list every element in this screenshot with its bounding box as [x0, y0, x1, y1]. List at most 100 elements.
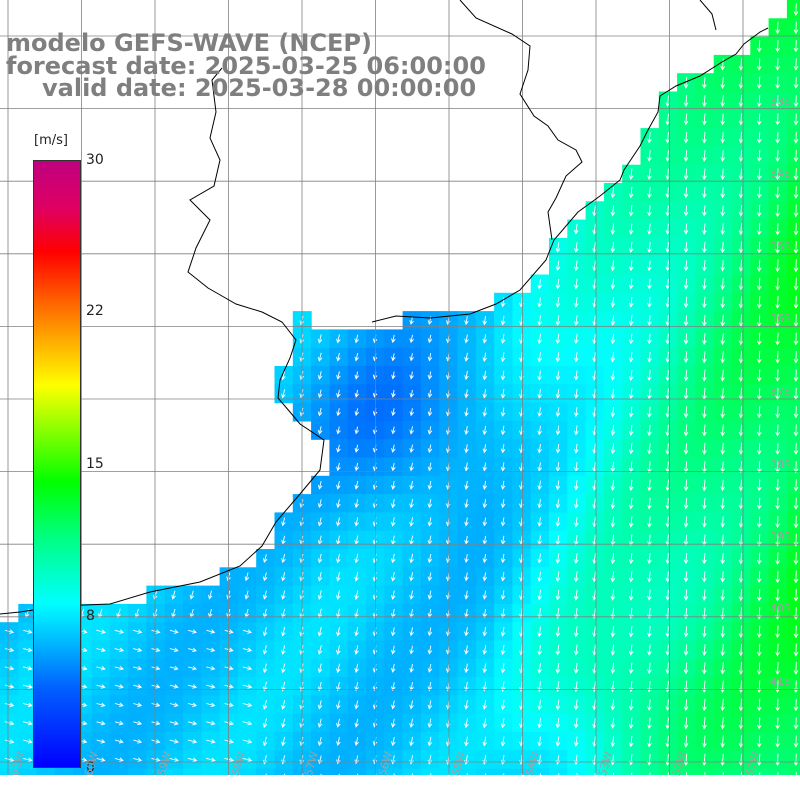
wind-arrow: [573, 571, 579, 583]
wind-arrow: [464, 371, 469, 381]
wind-cell: [786, 494, 800, 513]
wind-arrow: [482, 334, 488, 344]
wind-arrow: [775, 570, 780, 584]
wind-arrow: [756, 717, 762, 730]
wind-arrow: [793, 58, 799, 71]
wind-arrow: [133, 647, 143, 653]
wind-arrow: [391, 444, 396, 453]
wind-arrow: [281, 553, 286, 564]
wind-arrow: [756, 753, 762, 767]
wind-arrow: [683, 534, 689, 546]
wind-arrow: [336, 426, 341, 435]
wind-arrow: [171, 590, 176, 600]
wind-arrow: [336, 645, 341, 655]
wind-arrow: [482, 572, 488, 582]
wind-arrow: [610, 352, 616, 363]
wind-cell: [457, 768, 477, 775]
wind-arrow: [628, 352, 634, 363]
wind-arrow: [281, 645, 286, 655]
wind-arrow: [738, 625, 744, 639]
wind-arrow: [647, 644, 652, 656]
wind-arrow: [23, 776, 32, 780]
wind-arrow: [775, 698, 780, 712]
wind-arrow: [573, 589, 579, 601]
wind-arrow: [683, 186, 689, 199]
wind-arrow: [683, 753, 689, 767]
wind-arrow: [610, 315, 616, 326]
wind-arrow: [738, 168, 744, 181]
wind-arrow: [628, 571, 634, 583]
wind-arrow: [702, 351, 707, 364]
wind-arrow: [628, 534, 634, 547]
wind-arrow: [610, 516, 616, 528]
wind-arrow: [573, 662, 579, 674]
wind-arrow: [500, 462, 506, 472]
wind-arrow: [738, 259, 744, 272]
wind-arrow: [464, 517, 469, 527]
wind-arrow: [793, 131, 799, 144]
wind-arrow: [756, 204, 762, 217]
wind-arrow: [573, 443, 579, 454]
wind-arrow: [391, 426, 396, 435]
wind-arrow: [336, 737, 341, 747]
wind-arrow: [393, 773, 395, 775]
wind-arrow: [738, 296, 744, 309]
wind-arrow: [775, 186, 780, 199]
wind-arrow: [169, 629, 179, 634]
wind-arrow: [336, 499, 341, 509]
wind-arrow: [500, 736, 506, 747]
wind-arrow: [281, 389, 286, 399]
wind-arrow: [610, 186, 616, 199]
wind-arrow: [702, 186, 707, 199]
wind-arrow: [482, 444, 488, 454]
wind-arrow: [391, 645, 396, 655]
wind-arrow: [573, 407, 579, 418]
wind-arrow: [793, 186, 799, 199]
wind-arrow: [738, 406, 744, 419]
wind-arrow: [665, 626, 671, 638]
wind-arrow: [500, 663, 506, 674]
wind-arrow: [610, 662, 616, 675]
wind-arrow: [775, 643, 780, 657]
wind-arrow: [409, 371, 414, 380]
wind-arrow: [683, 571, 689, 583]
wind-arrow: [464, 554, 469, 564]
wind-arrow: [647, 315, 652, 327]
wind-arrow: [336, 371, 341, 380]
wind-arrow: [628, 205, 634, 217]
wind-arrow: [409, 645, 414, 655]
wind-arrow: [759, 772, 761, 775]
wind-arrow: [573, 242, 579, 253]
wind-arrow: [169, 739, 179, 744]
wind-arrow: [336, 462, 341, 472]
wind-arrow: [336, 608, 341, 619]
wind-arrow: [500, 626, 506, 637]
wind-arrow: [756, 516, 762, 528]
wind-arrow: [482, 608, 488, 619]
wind-arrow: [482, 718, 488, 729]
wind-arrow: [317, 645, 323, 655]
wind-arrow: [702, 205, 707, 217]
wind-arrow: [427, 627, 433, 637]
wind-arrow: [683, 424, 689, 437]
wind-arrow: [686, 772, 688, 775]
wind-arrow: [665, 699, 671, 711]
wind-arrow: [683, 442, 689, 455]
wind-arrow: [354, 499, 359, 509]
wind-arrow: [573, 278, 579, 290]
wind-arrow: [555, 315, 561, 326]
wind-arrow: [793, 515, 799, 529]
wind-arrow: [537, 589, 542, 601]
wind-cell: [786, 732, 800, 751]
wind-arrow: [537, 699, 542, 711]
wind-arrow: [683, 461, 689, 474]
wind-arrow: [464, 590, 469, 600]
wind-arrow: [683, 369, 689, 382]
wind-arrow: [409, 334, 414, 344]
colorbar: [33, 160, 81, 768]
wind-arrow: [647, 479, 652, 492]
wind-arrow: [647, 186, 652, 199]
wind-arrow: [683, 333, 689, 345]
wind-arrow: [647, 388, 652, 400]
wind-arrow: [430, 773, 432, 775]
